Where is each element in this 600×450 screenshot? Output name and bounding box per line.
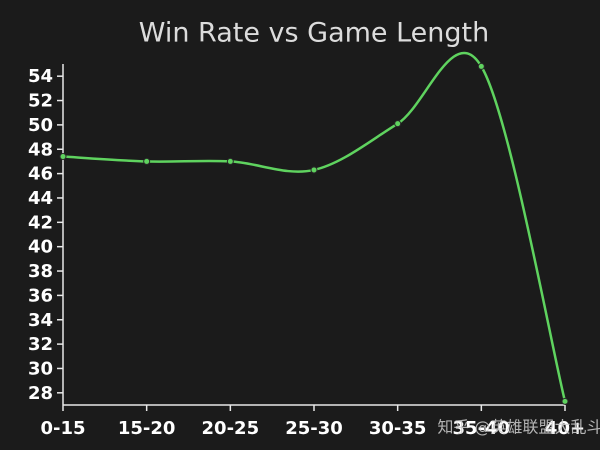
watermark: 知乎 @英雄联盟大乱斗 xyxy=(437,418,600,437)
line xyxy=(62,51,567,402)
point xyxy=(226,157,234,165)
y-tick-label: 54 xyxy=(28,66,53,87)
x-tick-label: 35-40 xyxy=(453,418,511,439)
point xyxy=(59,153,67,161)
x-tick-label: 20-25 xyxy=(202,418,260,439)
point xyxy=(310,166,318,174)
y-tick-label: 32 xyxy=(28,334,53,355)
point xyxy=(561,397,569,405)
x-tick-label: 15-20 xyxy=(118,418,176,439)
y-tick-label: 34 xyxy=(28,310,53,331)
y-tick-label: 46 xyxy=(28,164,53,185)
x-tick-label: 25-30 xyxy=(285,418,343,439)
y-tick-label: 30 xyxy=(28,358,53,379)
y-tick-label: 42 xyxy=(28,212,53,233)
point xyxy=(394,120,402,128)
point xyxy=(143,157,151,165)
x-tick-label: 30-35 xyxy=(369,418,427,439)
y-tick-label: 48 xyxy=(28,139,53,160)
x-tick-label: 0-15 xyxy=(40,418,85,439)
y-tick-label: 50 xyxy=(28,115,53,136)
y-tick-label: 36 xyxy=(28,285,53,306)
chart-title: Win Rate vs Game Length xyxy=(139,18,490,49)
x-tick-label: 40+ xyxy=(545,418,585,439)
y-tick-label: 40 xyxy=(28,237,53,258)
y-tick-label: 44 xyxy=(28,188,53,209)
y-tick-label: 38 xyxy=(28,261,53,282)
y-tick-label: 52 xyxy=(28,91,53,112)
point xyxy=(477,62,485,70)
y-tick-label: 28 xyxy=(28,383,53,404)
